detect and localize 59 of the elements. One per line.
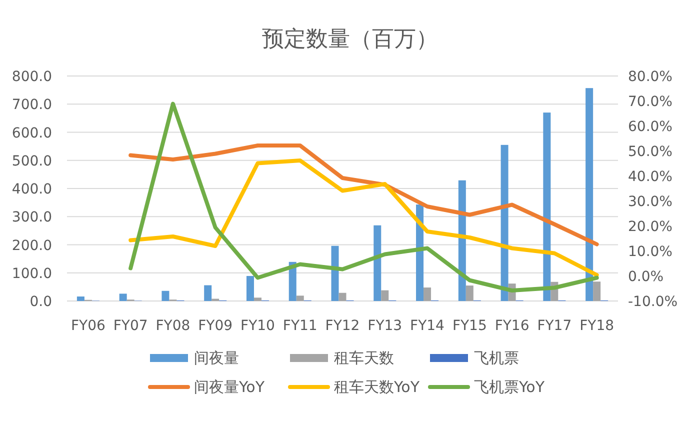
- y2-tick-label: -10.0%: [628, 294, 678, 310]
- bar: [338, 292, 346, 301]
- x-tick-label: FY12: [325, 318, 360, 334]
- y-tick-label: 400.0: [12, 182, 52, 198]
- y2-tick-label: 50.0%: [628, 144, 672, 160]
- bar: [586, 88, 594, 301]
- bar: [162, 290, 170, 301]
- bar: [543, 112, 551, 301]
- bar: [466, 286, 474, 301]
- bar: [331, 246, 339, 301]
- bar: [246, 276, 254, 301]
- x-tick-label: FY10: [240, 318, 275, 334]
- bar: [119, 294, 127, 301]
- bar: [500, 144, 508, 301]
- y-tick-label: 100.0: [12, 266, 52, 282]
- bar: [424, 288, 432, 301]
- bar: [76, 296, 84, 301]
- chart-title: 预定数量（百万）: [262, 27, 438, 52]
- line-series: [128, 102, 599, 292]
- bar: [593, 282, 601, 301]
- x-tick-label: FY07: [113, 318, 148, 334]
- line-series: [128, 158, 599, 277]
- x-tick-label: FY16: [494, 318, 530, 334]
- legend-label: 间夜量YoY: [194, 378, 266, 396]
- y-tick-label: 600.0: [12, 125, 52, 142]
- y2-tick-label: 10.0%: [628, 244, 672, 260]
- x-tick-label: FY18: [580, 318, 614, 334]
- bar: [204, 285, 212, 301]
- bar: [254, 298, 262, 301]
- x-tick-label: FY14: [410, 318, 445, 334]
- legend-label: 飞机票: [474, 349, 519, 367]
- bar: [381, 290, 389, 301]
- x-tick-label: FY13: [368, 318, 402, 334]
- legend-label: 间夜量: [194, 349, 239, 367]
- legend-label: 租车天数YoY: [334, 378, 420, 396]
- bar: [296, 296, 304, 301]
- x-tick-label: FY15: [452, 318, 487, 334]
- x-tick-label: FY11: [282, 318, 318, 334]
- x-tick-label: FY08: [156, 318, 190, 334]
- y-tick-label: 800.0: [12, 69, 52, 85]
- y-tick-label: 300.0: [12, 210, 52, 226]
- x-tick-label: FY17: [537, 318, 572, 334]
- x-tick-label: FY09: [198, 318, 233, 334]
- y-tick-label: 200.0: [12, 238, 52, 254]
- y2-tick-label: 70.0%: [628, 94, 672, 110]
- y2-tick-label: 20.0%: [628, 219, 672, 235]
- y2-tick-label: 40.0%: [628, 169, 672, 185]
- x-tick-label: FY06: [70, 318, 106, 334]
- y-tick-label: 700.0: [12, 97, 52, 114]
- y-tick-label: 500.0: [12, 153, 52, 170]
- line-series: [128, 144, 599, 246]
- y2-tick-label: 30.0%: [628, 194, 672, 210]
- y2-tick-label: 80.0%: [628, 69, 672, 85]
- bar: [374, 225, 382, 301]
- legend-label: 租车天数: [334, 349, 394, 367]
- y-tick-label: 0.0: [30, 294, 52, 310]
- y2-tick-label: 60.0%: [628, 119, 672, 135]
- legend-label: 飞机票YoY: [474, 378, 546, 396]
- y2-tick-label: 0.0%: [628, 269, 664, 285]
